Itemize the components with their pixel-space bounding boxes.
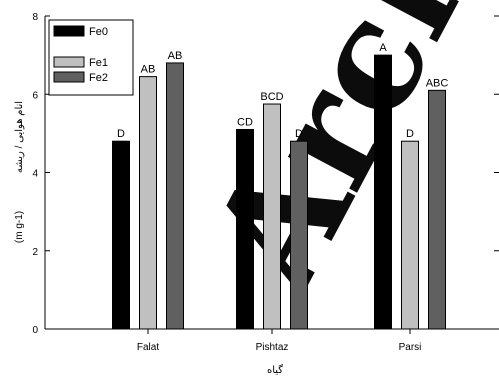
legend-label-fe0: Fe0	[89, 26, 108, 38]
y-axis-label: انام هوایی / ریشه	[14, 101, 25, 173]
legend-label-fe1: Fe1	[89, 57, 108, 69]
bar-letter-label: AB	[168, 50, 183, 62]
y-tick-label: 8	[32, 12, 38, 23]
legend-swatch-fe0	[53, 25, 85, 37]
legend-swatch-fe1	[53, 56, 85, 68]
bar-letter-label: CD	[237, 116, 253, 128]
x-tick-label: Pishtaz	[256, 342, 289, 353]
legend: Fe0 Fe1 Fe2	[48, 19, 134, 96]
bar-fe2-pishtaz	[290, 140, 308, 330]
bar-fe2-parsi	[428, 89, 446, 330]
y-axis-title: (m g-1) انام هوایی / ریشه	[14, 101, 25, 243]
bar-fe0-parsi	[374, 54, 392, 330]
bar-fe1-pishtaz	[263, 103, 281, 330]
y-tick-label: 0	[32, 325, 38, 336]
bar-letter-label: BCD	[260, 91, 283, 103]
bar-letter-label: D	[117, 128, 125, 140]
legend-swatch-fe2	[53, 71, 85, 83]
x-axis-label: گیاه	[267, 364, 283, 376]
legend-label-fe2: Fe2	[89, 72, 108, 84]
bar-fe1-falat	[139, 76, 157, 330]
bar-letter-label: AB	[141, 64, 156, 76]
y-axis-unit: (m g-1)	[14, 211, 25, 243]
bar-letter-label: A	[379, 42, 387, 54]
bar-letter-label: D	[295, 128, 303, 140]
y-tick-label: 6	[32, 90, 38, 101]
bar-fe0-falat	[112, 140, 130, 330]
bar-fe1-parsi	[401, 140, 419, 330]
x-tick-label: Parsi	[399, 342, 422, 353]
bar-fe0-pishtaz	[236, 128, 254, 330]
bar-letter-label: ABC	[426, 77, 449, 89]
bar-letter-label: D	[406, 128, 414, 140]
bar-fe2-falat	[166, 62, 184, 330]
plot-area: 0 2 4 6 8 Falat D AB AB Pishtaz CD BCD D Parsi A D ABC	[32, 12, 499, 353]
watermark-text: Archive	[175, 0, 499, 319]
x-tick-label: Falat	[137, 342, 159, 353]
y-tick-label: 2	[32, 247, 38, 258]
y-tick-label: 4	[32, 169, 38, 180]
